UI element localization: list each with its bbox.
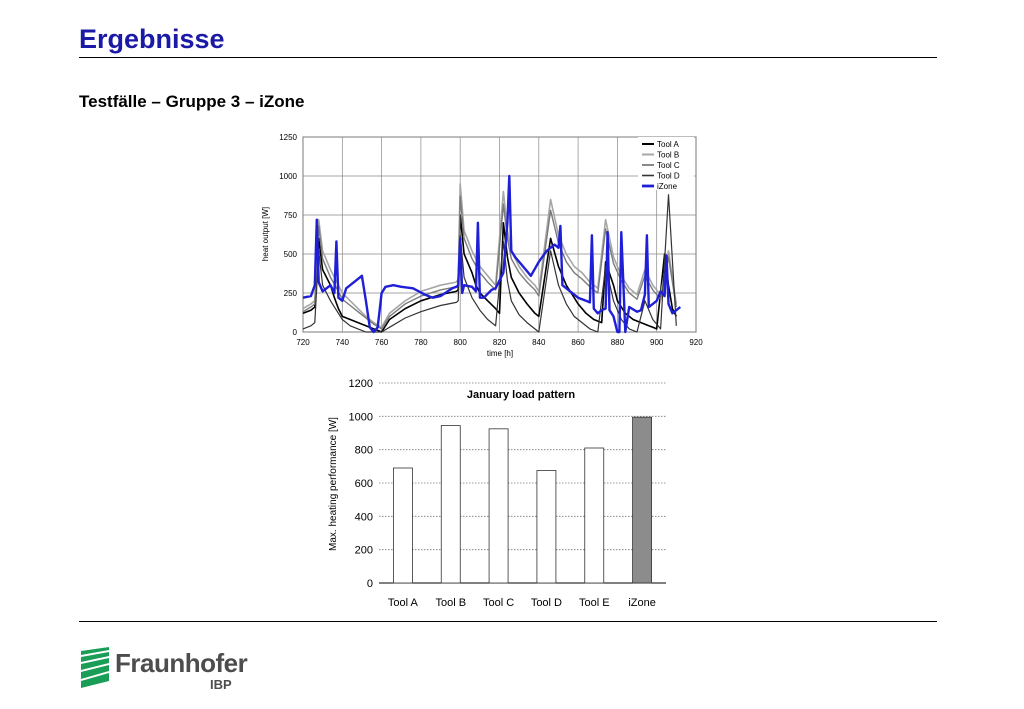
- line-chart-xtick: 780: [414, 338, 428, 347]
- legend-label: Tool C: [657, 161, 680, 170]
- series-line-tool-a: [302, 214, 678, 333]
- legend-box: [638, 137, 694, 190]
- legend-label: iZone: [657, 182, 678, 191]
- line-chart-ytick: 1000: [279, 172, 297, 181]
- series-line-tool-c: [302, 195, 677, 330]
- logo-subname: IBP: [210, 677, 232, 692]
- legend-label: Tool D: [657, 172, 680, 181]
- bottom-divider: [79, 621, 937, 622]
- line-chart-xtick: 740: [336, 338, 350, 347]
- line-chart-xtick: 820: [493, 338, 507, 347]
- fraunhofer-logo: Fraunhofer IBP: [79, 645, 249, 693]
- fraunhofer-mark-icon: [81, 647, 109, 688]
- line-chart-ticks: 720 740 760 780 800 820 840 860 880 900 920 0 250 500…: [279, 133, 703, 347]
- line-chart-xlabel: time [h]: [487, 349, 513, 358]
- page-subtitle: Testfälle – Gruppe 3 – iZone: [79, 92, 305, 111]
- legend-label: Tool A: [657, 140, 679, 149]
- line-chart-ytick: 500: [284, 250, 298, 259]
- logo-name: Fraunhofer: [115, 648, 248, 678]
- line-chart-xtick: 720: [296, 338, 310, 347]
- legend-label: Tool B: [657, 151, 679, 160]
- line-chart-xtick: 800: [454, 338, 468, 347]
- line-chart-ytick: 0: [293, 328, 298, 337]
- top-divider: [79, 57, 937, 58]
- series-line-izone: [302, 174, 682, 334]
- line-chart-xtick: 900: [650, 338, 664, 347]
- series-line-tool-d: [302, 194, 677, 333]
- line-chart-xtick: 880: [611, 338, 625, 347]
- line-chart-ytick: 750: [284, 211, 298, 220]
- line-chart-series: [302, 174, 682, 334]
- line-chart-ylabel: heat output [W]: [261, 207, 270, 261]
- line-chart-ytick: 250: [284, 289, 298, 298]
- line-chart-xtick: 920: [689, 338, 703, 347]
- line-chart-xtick: 840: [532, 338, 546, 347]
- line-chart-xtick: 860: [571, 338, 585, 347]
- page-title: Ergebnisse: [79, 24, 225, 54]
- line-chart-ytick: 1250: [279, 133, 297, 142]
- line-chart-xtick: 760: [375, 338, 389, 347]
